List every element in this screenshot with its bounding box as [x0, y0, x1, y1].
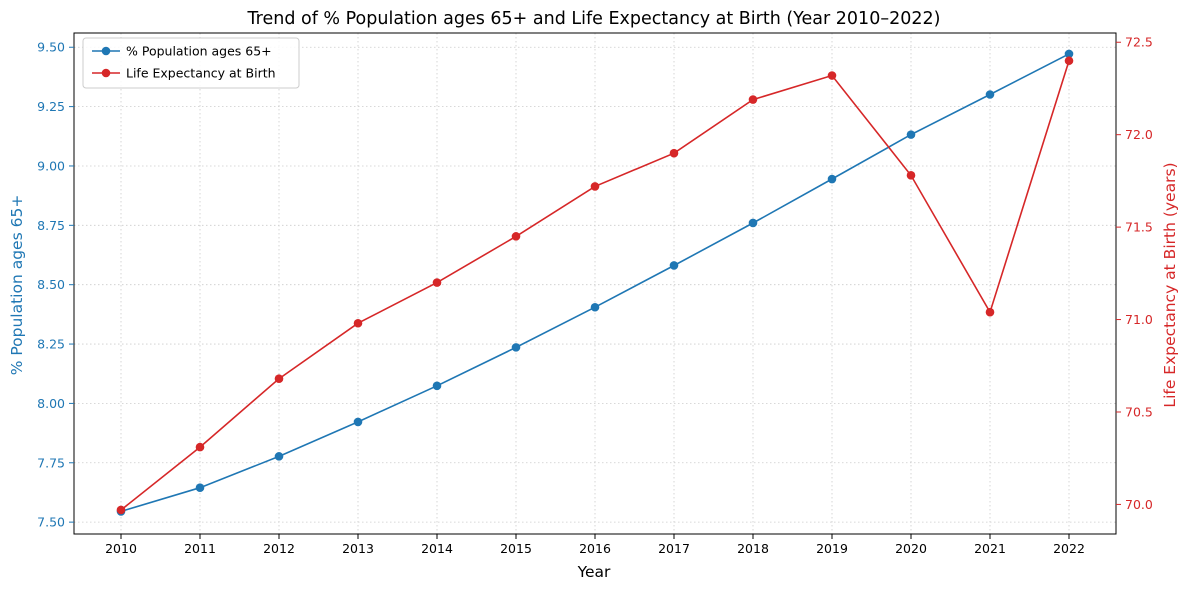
y-left-tick-label: 9.00 — [37, 158, 65, 173]
x-tick-label: 2021 — [974, 541, 1006, 556]
x-tick-label: 2015 — [500, 541, 532, 556]
data-point — [669, 261, 679, 270]
x-tick-label: 2020 — [895, 541, 927, 556]
x-tick-label: 2022 — [1053, 541, 1085, 556]
x-axis-title: Year — [577, 563, 611, 581]
legend-entry: % Population ages 65+ — [92, 44, 272, 59]
data-point — [353, 417, 363, 427]
y-axis-left: 7.50 7.75 8.00 8.25 8.50 8.75 9.00 9.25 9.50 — [37, 40, 74, 530]
data-point — [590, 182, 600, 191]
data-point — [906, 130, 916, 139]
y-axis-right-title: Life Expectancy at Birth (years) — [1161, 162, 1179, 407]
data-point — [985, 307, 995, 317]
y-right-tick-label: 71.0 — [1125, 312, 1153, 327]
y-left-tick-label: 9.50 — [37, 40, 65, 55]
y-right-tick-label: 72.5 — [1125, 35, 1153, 50]
data-point — [827, 174, 837, 184]
y-right-tick-label: 72.0 — [1125, 127, 1153, 142]
data-point — [669, 148, 679, 158]
data-point — [748, 95, 758, 104]
y-left-tick-label: 8.00 — [37, 396, 65, 411]
legend-marker — [101, 68, 111, 78]
x-tick-label: 2017 — [658, 541, 690, 556]
x-tick-label: 2010 — [105, 541, 137, 556]
data-point — [1064, 56, 1074, 66]
data-point — [906, 171, 916, 180]
data-point — [274, 452, 284, 461]
data-point — [432, 381, 442, 391]
y-axis-left-title: % Population ages 65+ — [8, 195, 26, 376]
y-right-tick-label: 71.5 — [1125, 220, 1153, 235]
y-left-tick-label: 8.50 — [37, 277, 65, 292]
data-point — [511, 232, 521, 241]
grid — [74, 33, 1116, 534]
y-left-tick-label: 7.50 — [37, 515, 65, 530]
data-point — [195, 483, 205, 492]
legend-entry: Life Expectancy at Birth — [92, 66, 276, 81]
y-left-tick-label: 7.75 — [37, 455, 65, 470]
data-point — [353, 318, 363, 328]
x-tick-label: 2014 — [421, 541, 453, 556]
y-axis-right: 70.0 70.5 71.0 71.5 72.0 72.5 — [1116, 35, 1153, 512]
legend-box — [82, 37, 300, 89]
data-point — [432, 278, 442, 287]
y-right-tick-label: 70.0 — [1125, 497, 1153, 512]
x-axis: 2010 2011 2012 2013 2014 2015 2016 2017 2018 2019… — [105, 534, 1085, 556]
x-tick-label: 2018 — [737, 541, 769, 556]
legend-label: Life Expectancy at Birth — [126, 66, 276, 81]
legend-label: % Population ages 65+ — [126, 44, 272, 59]
y-right-tick-label: 70.5 — [1125, 404, 1153, 419]
series-line — [120, 53, 1070, 513]
x-tick-label: 2011 — [184, 541, 216, 556]
data-point — [1064, 49, 1074, 59]
data-point — [985, 90, 995, 99]
y-left-tick-label: 8.75 — [37, 218, 65, 233]
y-left-tick-label: 8.25 — [37, 337, 65, 352]
x-tick-label: 2012 — [263, 541, 295, 556]
data-point — [827, 71, 837, 80]
data-point — [511, 343, 521, 352]
data-point — [195, 442, 205, 452]
chart-title: Trend of % Population ages 65+ and Life … — [247, 9, 941, 29]
legend: % Population ages 65+ Life Expectancy at … — [82, 37, 300, 89]
series-2 — [116, 56, 1074, 515]
data-point — [748, 218, 758, 228]
x-tick-label: 2016 — [579, 541, 611, 556]
data-point — [274, 374, 284, 384]
x-tick-label: 2013 — [342, 541, 374, 556]
x-tick-label: 2019 — [816, 541, 848, 556]
data-point — [116, 505, 126, 515]
legend-marker — [101, 46, 111, 56]
data-point — [590, 302, 600, 312]
plot-frame — [73, 32, 1117, 535]
y-left-tick-label: 9.25 — [37, 99, 65, 114]
series-layer — [116, 49, 1074, 516]
